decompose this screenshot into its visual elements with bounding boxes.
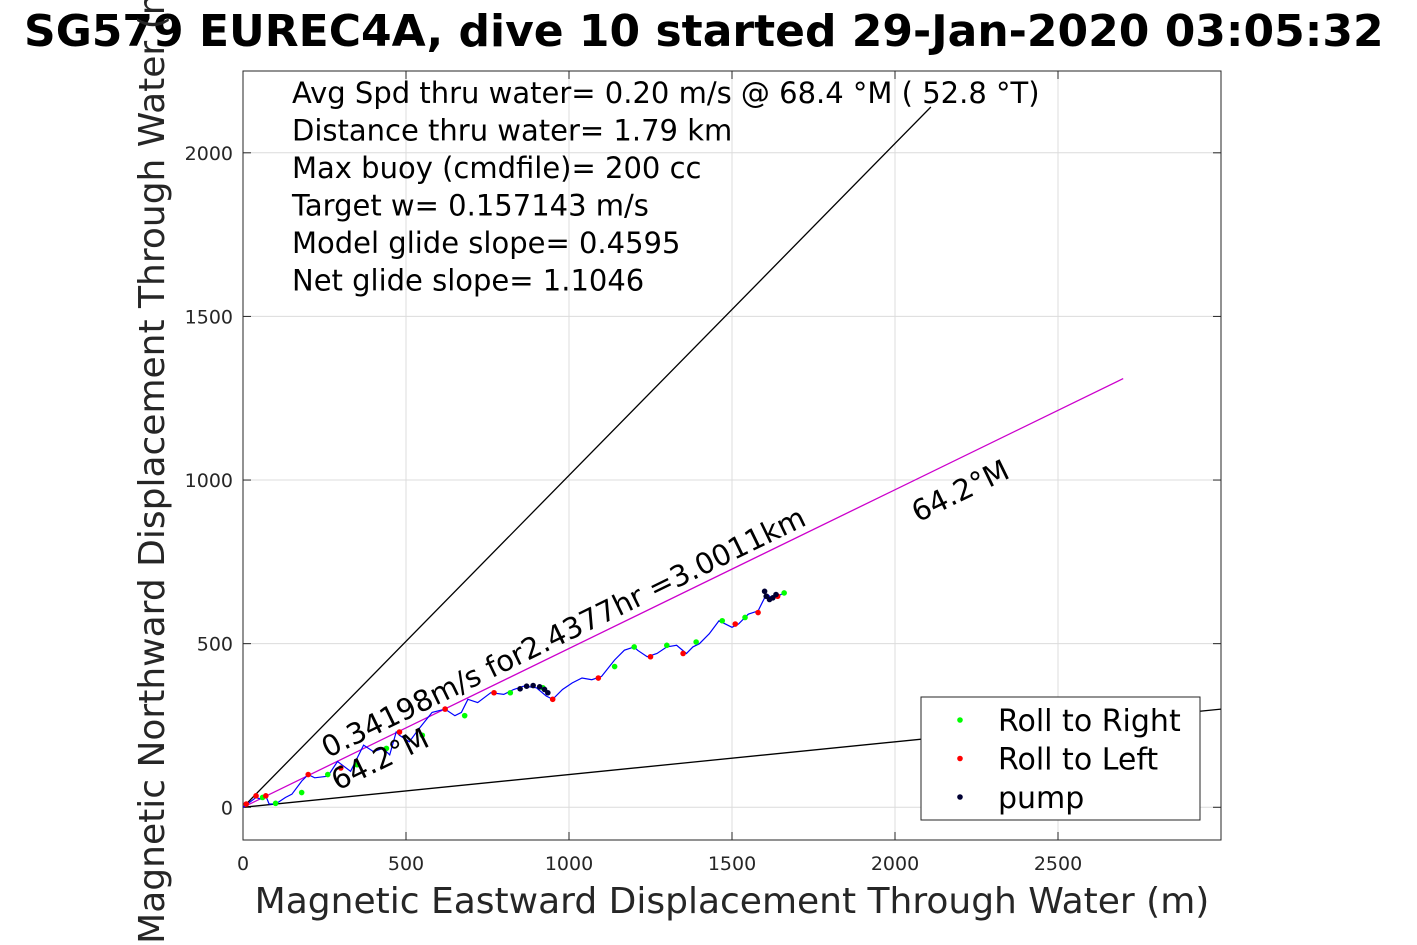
legend-box	[920, 696, 1201, 821]
annotations: 0.34198m/s for2.4377hr =3.0011km64.2°M64…	[316, 453, 1015, 797]
point-roll-to-left	[338, 765, 344, 771]
point-roll-to-right	[383, 745, 390, 752]
point-pump	[761, 588, 768, 595]
x-tick-label: 2000	[871, 853, 919, 875]
point-roll-to-right	[664, 642, 670, 649]
point-roll-to-right	[719, 617, 726, 624]
legend-label: Roll to Left	[998, 743, 1158, 778]
point-roll-to-left	[305, 771, 312, 778]
point-roll-to-right	[781, 590, 787, 596]
reference-line-upper-bound	[243, 106, 932, 808]
point-roll-to-left	[755, 609, 761, 616]
legend-label: pump	[998, 781, 1084, 816]
y-axis-label: Magnetic Northward Displacement Through …	[132, 0, 173, 944]
info-line: Net glide slope= 1.1046	[292, 264, 644, 298]
y-tick-label: 1000	[185, 470, 233, 492]
point-roll-to-right	[354, 761, 360, 768]
x-tick-label: 500	[388, 853, 424, 875]
y-tick-label: 1500	[185, 306, 233, 328]
tick-marks: 0 500 1000 1500 2000 2500 0 500 1000 1500 2000	[185, 71, 1221, 875]
point-pump	[536, 684, 543, 690]
point-roll-to-left	[263, 793, 269, 799]
y-tick-label: 0	[221, 797, 233, 819]
legend-marker	[957, 717, 963, 723]
point-roll-to-left	[647, 653, 654, 660]
info-line: Target w= 0.157143 m/s	[291, 189, 649, 223]
info-line: Max buoy (cmdfile)= 200 cc	[292, 151, 701, 185]
dive-info-text: Avg Spd thru water= 0.20 m/s @ 68.4 °M (…	[291, 76, 1040, 298]
track-line	[243, 592, 785, 808]
annotation-text: 0.34198m/s for2.4377hr =3.0011km	[316, 500, 811, 764]
point-pump	[517, 686, 523, 692]
grid-lines	[242, 71, 1221, 840]
x-tick-label: 1000	[545, 853, 593, 875]
point-pump	[523, 683, 530, 689]
info-line: Distance thru water= 1.79 km	[292, 114, 732, 148]
point-roll-to-right	[419, 732, 426, 739]
point-roll-to-right	[272, 800, 279, 807]
x-tick-label: 1500	[708, 853, 756, 875]
point-roll-to-right	[631, 644, 637, 650]
point-roll-to-left	[491, 689, 497, 696]
legend-marker	[957, 794, 963, 800]
point-roll-to-right	[507, 689, 514, 696]
point-roll-to-right	[324, 771, 331, 778]
point-roll-to-left	[595, 675, 602, 681]
legend-marker	[957, 755, 963, 762]
point-roll-to-left	[549, 696, 556, 703]
point-roll-to-left	[253, 793, 259, 799]
point-roll-to-right	[742, 614, 748, 621]
point-roll-to-right	[461, 712, 468, 719]
point-roll-to-left	[680, 650, 686, 657]
x-tick-label: 2500	[1034, 853, 1082, 875]
point-pump	[530, 682, 536, 689]
point-roll-to-left	[396, 729, 403, 735]
point-roll-to-right	[611, 663, 618, 670]
data-series	[243, 588, 787, 808]
y-tick-label: 2000	[185, 143, 233, 165]
x-tick-label: 0	[237, 853, 249, 875]
info-line: Model glide slope= 0.4595	[292, 226, 680, 260]
annotation-text: 64.2°M	[906, 453, 1014, 529]
point-roll-to-left	[442, 706, 448, 712]
point-pump	[773, 591, 779, 598]
info-line: Avg Spd thru water= 0.20 m/s @ 68.4 °M (…	[292, 76, 1040, 110]
point-roll-to-right	[693, 639, 699, 645]
chart-title: SG579 EUREC4A, dive 10 started 29-Jan-20…	[24, 6, 1384, 57]
point-roll-to-left	[732, 621, 739, 627]
x-axis-label: Magnetic Eastward Displacement Through W…	[255, 881, 1210, 922]
point-roll-to-left	[243, 801, 250, 807]
point-roll-to-right	[298, 789, 305, 796]
reference-line-heading-line	[243, 378, 1124, 808]
y-tick-label: 500	[197, 634, 233, 656]
point-pump	[545, 689, 551, 696]
legend-label: Roll to Right	[998, 704, 1181, 739]
